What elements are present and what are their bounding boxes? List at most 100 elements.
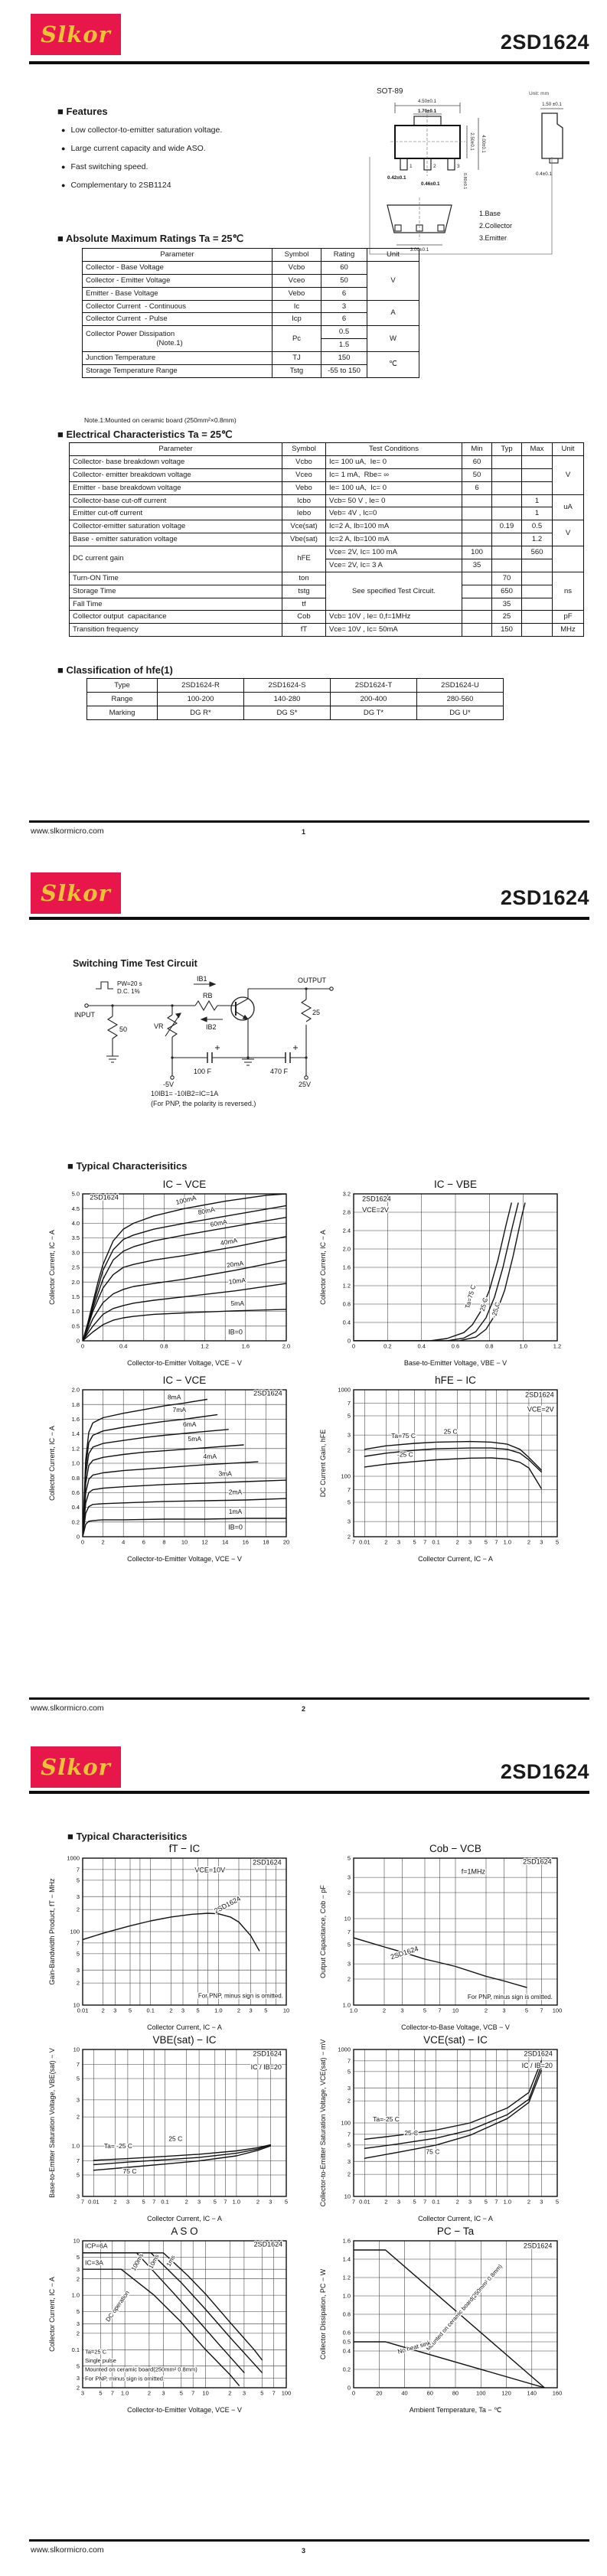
table-cell: ℃: [367, 351, 419, 378]
svg-text:3: 3: [77, 1967, 80, 1974]
svg-text:7: 7: [352, 2199, 355, 2206]
svg-text:2: 2: [148, 2390, 151, 2397]
table-cell: Collector - Base Voltage: [82, 260, 272, 275]
svg-text:7: 7: [348, 1929, 351, 1935]
svg-text:1.0: 1.0: [519, 1343, 527, 1350]
table-cell: 280-560: [416, 692, 504, 706]
svg-text:5: 5: [525, 2007, 528, 2014]
table-cell: Parameter: [82, 248, 272, 262]
svg-text:fT − IC: fT − IC: [169, 1843, 201, 1854]
svg-text:1.5: 1.5: [72, 1293, 80, 1300]
svg-text:2.0: 2.0: [343, 1246, 351, 1253]
table-cell: Symbol: [282, 442, 326, 456]
package-body-side: [541, 112, 563, 159]
series-IB-4mA: [83, 1461, 259, 1537]
table-cell: Emitter - Base Voltage: [82, 286, 272, 301]
svg-text:VCE=2V: VCE=2V: [527, 1406, 554, 1414]
footer-rule: [29, 820, 589, 823]
c100-label: 100 F: [194, 1068, 212, 1075]
svg-text:160: 160: [553, 2390, 563, 2397]
svg-text:0.8: 0.8: [343, 1301, 351, 1308]
table-cell: tf: [282, 597, 326, 611]
svg-text:Ta=-25 C: Ta=-25 C: [373, 2115, 400, 2123]
svg-text:ICP=6A: ICP=6A: [85, 2242, 108, 2249]
svg-text:5: 5: [556, 1539, 559, 1546]
feature-item: ● Low collector-to-emitter saturation vol…: [61, 126, 223, 135]
note-1: Note.1:Mounted on ceramic board (250mm²×…: [84, 416, 237, 424]
svg-text:2: 2: [348, 1890, 351, 1896]
series-IB-3mA: [83, 1479, 286, 1537]
page-title: 2SD1624: [500, 1760, 589, 1783]
svg-text:25 C: 25 C: [168, 2134, 182, 2142]
svg-text:5: 5: [413, 2199, 416, 2206]
table-cell: 6: [462, 481, 492, 495]
svg-text:2: 2: [348, 1534, 351, 1541]
svg-text:1.6: 1.6: [72, 1416, 80, 1423]
svg-text:3: 3: [540, 1539, 543, 1546]
table-cell: [462, 623, 492, 637]
electrical-characteristics-table: Parameter Symbol Test Conditions Min Typ Max U…: [69, 442, 584, 637]
svg-text:3: 3: [77, 1893, 80, 1900]
svg-text:5mA: 5mA: [188, 1435, 202, 1443]
table-cell: Typ: [491, 442, 522, 456]
svg-text:Single pulse: Single pulse: [85, 2357, 116, 2364]
table-cell: [491, 481, 522, 495]
svg-text:5: 5: [348, 1942, 351, 1948]
svg-text:0.01: 0.01: [88, 2199, 100, 2206]
table-cell: [521, 468, 553, 482]
table-cell: [462, 571, 492, 585]
svg-text:Collector Current, IC − A: Collector Current, IC − A: [319, 1230, 327, 1305]
rb-label: RB: [203, 992, 213, 999]
bullet-icon: ●: [61, 163, 66, 171]
chart-ic-vbe: 0 0.2 0.4 0.6 0.8 1.0 1.2 0 0.4 0.8 1.2 1.6 2.0 2.4 2.…: [317, 1177, 569, 1368]
svg-text:3: 3: [348, 1518, 351, 1525]
svg-text:1000: 1000: [338, 2046, 351, 2053]
table-cell: DG S*: [243, 706, 331, 720]
footer-url: www.slkormicro.com: [31, 1704, 104, 1713]
svg-text:2: 2: [485, 2007, 488, 2014]
svg-text:3.5: 3.5: [72, 1234, 80, 1241]
svg-text:3: 3: [397, 2199, 400, 2206]
table-cell: Marking: [86, 706, 158, 720]
svg-text:Collector-to-Emitter Voltage,: Collector-to-Emitter Voltage, VCE − V: [127, 2406, 242, 2414]
svg-text:100: 100: [476, 2390, 486, 2397]
svg-text:Base-to-Emitter Saturation Vol: Base-to-Emitter Saturation Voltage, VBE(…: [48, 2048, 56, 2198]
series-No-heat-sink: [354, 2341, 546, 2388]
circuit-equation: 10IB1= -10IB2=IC=1A: [151, 1090, 219, 1097]
chart-pc-ta: 0 20 40 60 80 100 120 140 160 0 0.2 0.4 0.5 0.6 0.8 1.0…: [317, 2224, 569, 2415]
svg-text:Collector Current, IC − A: Collector Current, IC − A: [48, 2277, 56, 2352]
series-Ta-25C: [93, 2144, 271, 2161]
table-cell: 150: [321, 351, 367, 365]
svg-text:7: 7: [348, 1486, 351, 1493]
brand-logo-text: Slkor: [41, 880, 111, 906]
svg-text:0.2: 0.2: [343, 2366, 351, 2373]
page-number: 2: [301, 1705, 305, 1713]
svg-text:5: 5: [413, 1539, 416, 1546]
table-cell: [491, 533, 522, 546]
svg-text:10: 10: [344, 1916, 351, 1922]
table-cell: Vebo: [272, 286, 321, 301]
svg-text:0.01: 0.01: [359, 2199, 370, 2206]
table-cell: Vcb= 50 V , Ie= 0: [325, 494, 462, 508]
table-cell: Ic=2 A, Ib=100 mA: [325, 533, 462, 546]
svg-text:0.1: 0.1: [432, 2199, 439, 2206]
svg-text:1.0: 1.0: [72, 1460, 80, 1467]
classification-heading: ■ Classification of hfe(1): [57, 664, 173, 676]
svg-text:2SD1624: 2SD1624: [213, 1895, 242, 1915]
table-cell: [521, 558, 553, 572]
svg-text:2: 2: [77, 1906, 80, 1913]
series-Mounted-on-ceramic-board: [354, 2249, 546, 2388]
brand-logo: Slkor: [31, 14, 121, 55]
svg-text:3mA: 3mA: [218, 1469, 232, 1477]
duty-cycle-label: D.C. 1%: [117, 988, 140, 995]
table-cell: DC current gain: [69, 546, 282, 572]
svg-text:2SD1624: 2SD1624: [253, 1390, 282, 1397]
svg-text:Collector Dissipation, PC − W: Collector Dissipation, PC − W: [319, 2268, 327, 2359]
table-cell: Vceo: [272, 273, 321, 288]
series-IB-100mA: [83, 1194, 286, 1341]
svg-text:25 C: 25 C: [404, 2129, 418, 2137]
svg-text:3: 3: [77, 2320, 80, 2327]
chart-ft-ic: 0.01 2 3 5 0.1 2 3 5 1.0 2 3 5 10 10 2 3 5 7 100 2 3 5 7 1000 2S…: [46, 1841, 299, 2033]
svg-text:2SD1624: 2SD1624: [253, 2049, 282, 2057]
svg-text:2: 2: [456, 2199, 459, 2206]
